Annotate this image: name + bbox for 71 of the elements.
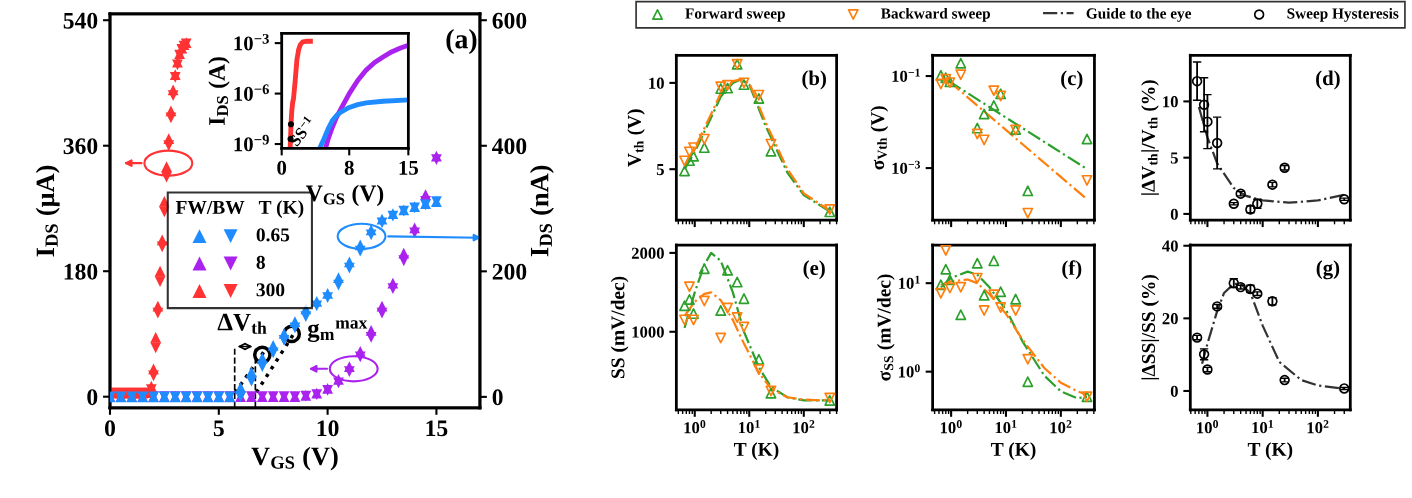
x-tick-label: 10$^{1}$ [739,420,760,434]
y2-tick-label: 0 [492,389,503,406]
y-tick-label: 360 [63,138,98,155]
y-axis-title: I$_{DS}$ (A) [208,57,230,126]
y-tick-label: 540 [63,12,98,29]
annotation: (c) [1061,70,1083,90]
legend-label: 0.65 [256,228,290,242]
y-tick-label: 0 [87,389,98,406]
y-tick-label: 0 [1170,208,1178,220]
x-tick-label: 10$^{0}$ [940,420,962,434]
x-tick-label: 10$^{1}$ [1252,420,1274,434]
x-axis-title: V$_{GS}$ (V) [305,184,384,207]
y-axis-title: SS (mV/dec) [610,276,629,378]
x-axis-title: V$_{GS}$ (V) [251,446,338,471]
y2-axis-title: I$_{DS}$ (nA) [529,165,554,257]
x-tick-label: 15 [399,160,419,175]
y2-tick-label: 600 [492,12,527,29]
y-tick-label: 5 [1170,152,1178,164]
x-axis-title: T (K) [1247,442,1293,460]
y-tick-label: 10 [1163,96,1178,108]
y-axis-title: I$_{DS}$ (μA) [35,165,60,257]
annotation: ΔV$_{th}$ [217,313,267,334]
annotation: (b) [802,70,826,90]
x-axis-title: T (K) [991,442,1036,460]
legend-label: 8 [256,255,265,269]
legend-label: 300 [256,283,285,297]
annotation: (e) [803,260,825,280]
y-tick-label: 10$^{−3}$ [234,33,269,51]
legend-label: Guide to the eye [1086,7,1192,22]
y-tick-label: 10$^{−3}$ [892,160,921,174]
legend-title: FW/BW T (K) [175,200,304,218]
y2-tick-label: 200 [492,263,527,280]
y-tick-label: 10$^{−1}$ [892,68,920,82]
y-axis-title: σ$_{SS}$ (mV/dec) [876,274,895,381]
y-tick-label: 10 [649,77,664,89]
x-tick-label: 10$^{0}$ [684,420,706,434]
x-tick-label: 10 [317,420,339,437]
y-tick-label: 2000 [631,247,664,259]
legend-label: Forward sweep [685,7,785,22]
annotation: (d) [1316,70,1340,90]
x-tick-label: 5 [213,420,224,437]
y-axis-title: |ΔSS|/SS (%) [1141,274,1160,380]
x-tick-label: 0 [104,420,115,437]
annotation: (f) [1062,260,1082,280]
y2-tick-label: 400 [492,138,527,155]
x-tick-label: 10$^{2}$ [1307,420,1329,434]
x-tick-label: 0 [277,160,287,175]
y-tick-label: 1000 [632,326,664,338]
x-tick-label: 15 [426,420,448,437]
y-tick-label: 10$^{−9}$ [234,134,269,152]
y-tick-label: 40 [1162,240,1178,252]
y-axis-title: V$_{th}$ (V) [627,109,645,167]
y-axis-title: |ΔV$_{th}$|/V$_{th}$ (%) [1141,80,1159,195]
legend-label: Backward sweep [880,7,991,22]
y-tick-label: 10$^{0}$ [898,364,920,378]
annotation: g$_{m}$$^{max}$ [307,320,368,343]
x-tick-label: 10$^{2}$ [793,420,815,434]
y-tick-label: 20 [1162,313,1178,325]
x-tick-label: 10$^{0}$ [1197,420,1219,434]
y-tick-label: 10$^{1}$ [898,275,920,290]
annotation: (g) [1316,260,1340,280]
annotation: (a) [446,28,477,55]
legend-label: Sweep Hysteresis [1287,7,1399,22]
x-tick-label: 10$^{2}$ [1050,420,1072,434]
x-tick-label: 10$^{1}$ [995,420,1017,434]
x-tick-label: 8 [344,160,354,175]
y-tick-label: 0 [1170,385,1178,397]
y-tick-label: 180 [64,263,98,280]
x-axis-title: T (K) [734,442,779,460]
y-tick-label: 10$^{−6}$ [234,84,269,101]
y-axis-title: σ$_{Vth}$ (V) [870,106,889,170]
